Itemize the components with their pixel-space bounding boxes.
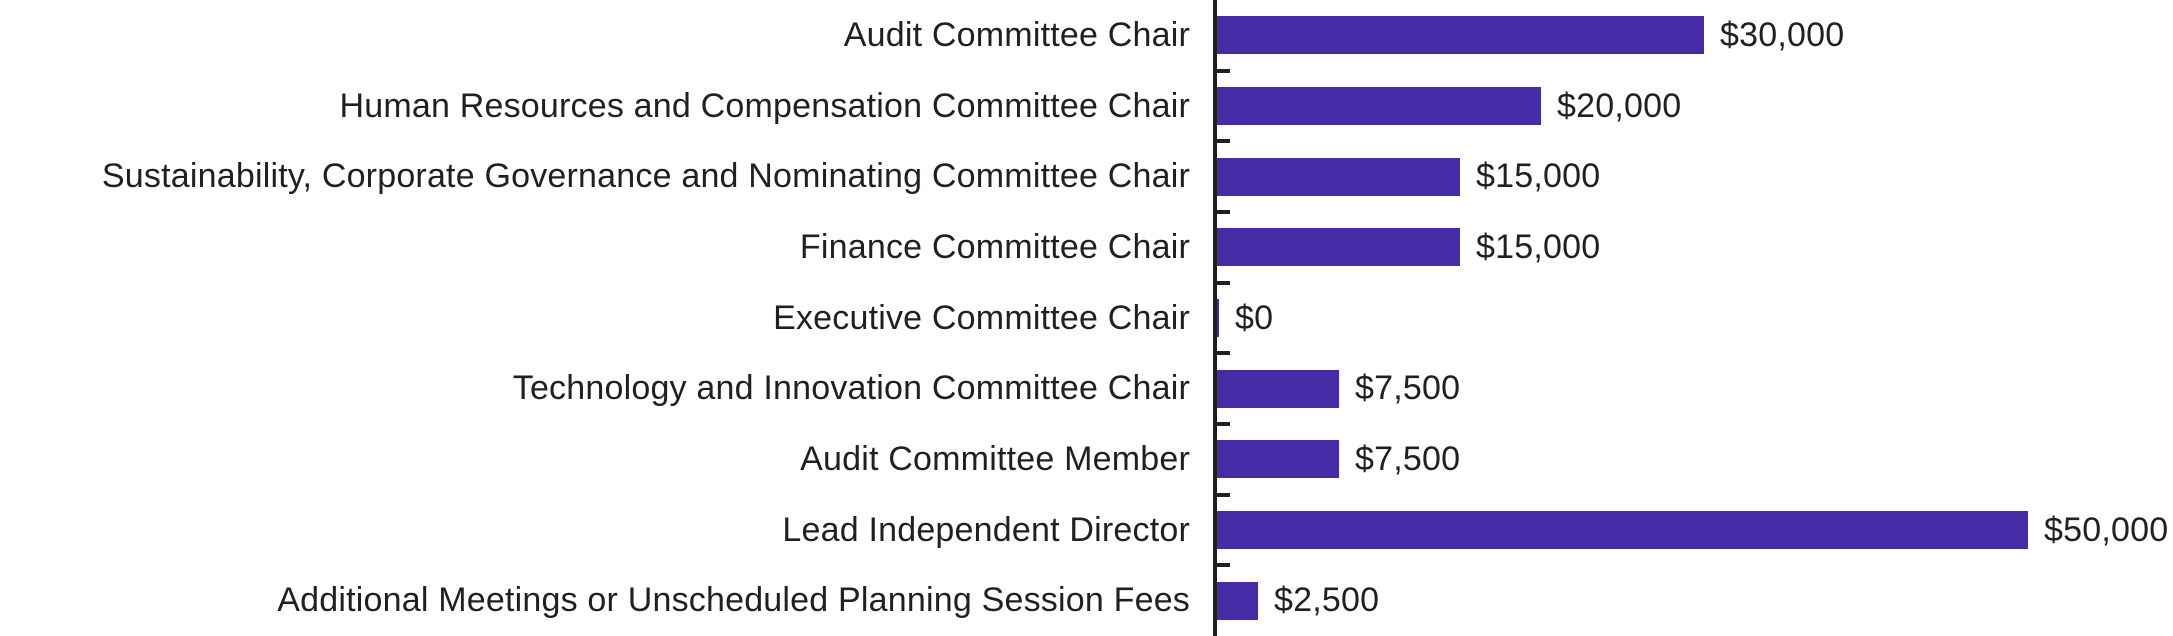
chart-row: Executive Committee Chair $0 — [0, 283, 2173, 354]
value-label: $7,500 — [1355, 369, 1461, 408]
category-label: Audit Committee Chair — [843, 15, 1190, 54]
value-label: $0 — [1235, 298, 1274, 337]
axis-tick — [1213, 280, 1230, 285]
chart-row: Finance Committee Chair $15,000 — [0, 212, 2173, 283]
category-label: Finance Committee Chair — [799, 227, 1190, 266]
category-label: Audit Committee Member — [800, 439, 1190, 478]
bar — [1217, 511, 2028, 550]
category-label: Executive Committee Chair — [773, 298, 1190, 337]
bar — [1217, 87, 1541, 125]
bar-area: $7,500 — [1213, 424, 2173, 495]
bar — [1217, 16, 1704, 55]
bar-area: $0 — [1213, 283, 2173, 354]
category-label: Lead Independent Director — [782, 510, 1190, 549]
axis-tick — [1213, 68, 1230, 73]
bar — [1217, 299, 1219, 338]
category-label: Human Resources and Compensation Committ… — [339, 86, 1190, 125]
bar — [1217, 581, 1258, 620]
chart-row: Lead Independent Director $50,000 — [0, 495, 2173, 566]
bar — [1217, 369, 1339, 408]
value-label: $15,000 — [1476, 227, 1601, 266]
bar — [1217, 228, 1460, 267]
category-label: Sustainability, Corporate Governance and… — [101, 157, 1190, 196]
chart-row: Technology and Innovation Committee Chai… — [0, 353, 2173, 424]
value-label: $50,000 — [2044, 510, 2169, 549]
chart-row: Human Resources and Compensation Committ… — [0, 71, 2173, 142]
bar-area: $30,000 — [1213, 0, 2173, 71]
value-label: $30,000 — [1720, 15, 1845, 54]
bar — [1217, 440, 1339, 479]
chart-row: Sustainability, Corporate Governance and… — [0, 141, 2173, 212]
category-label: Technology and Innovation Committee Chai… — [512, 369, 1190, 408]
bar-area: $15,000 — [1213, 141, 2173, 212]
y-axis-line — [1213, 0, 1217, 636]
value-label: $20,000 — [1557, 86, 1682, 125]
chart-row: Audit Committee Member $7,500 — [0, 424, 2173, 495]
bar — [1217, 157, 1460, 196]
value-label: $2,500 — [1274, 581, 1380, 620]
bar-area: $15,000 — [1213, 212, 2173, 283]
bar-area: $20,000 — [1213, 71, 2173, 142]
axis-tick — [1213, 422, 1230, 426]
axis-tick — [1213, 210, 1230, 214]
axis-tick — [1213, 139, 1230, 144]
category-label: Additional Meetings or Unscheduled Plann… — [277, 581, 1190, 620]
value-label: $15,000 — [1476, 157, 1601, 196]
value-label: $7,500 — [1355, 439, 1461, 478]
chart-row: Audit Committee Chair $30,000 — [0, 0, 2173, 71]
chart-row: Additional Meetings or Unscheduled Plann… — [0, 565, 2173, 636]
axis-tick — [1213, 563, 1230, 568]
bar-area: $7,500 — [1213, 353, 2173, 424]
axis-tick — [1213, 351, 1230, 356]
bar-area: $50,000 — [1213, 495, 2173, 566]
axis-tick — [1213, 492, 1230, 497]
bar-area: $2,500 — [1213, 565, 2173, 636]
